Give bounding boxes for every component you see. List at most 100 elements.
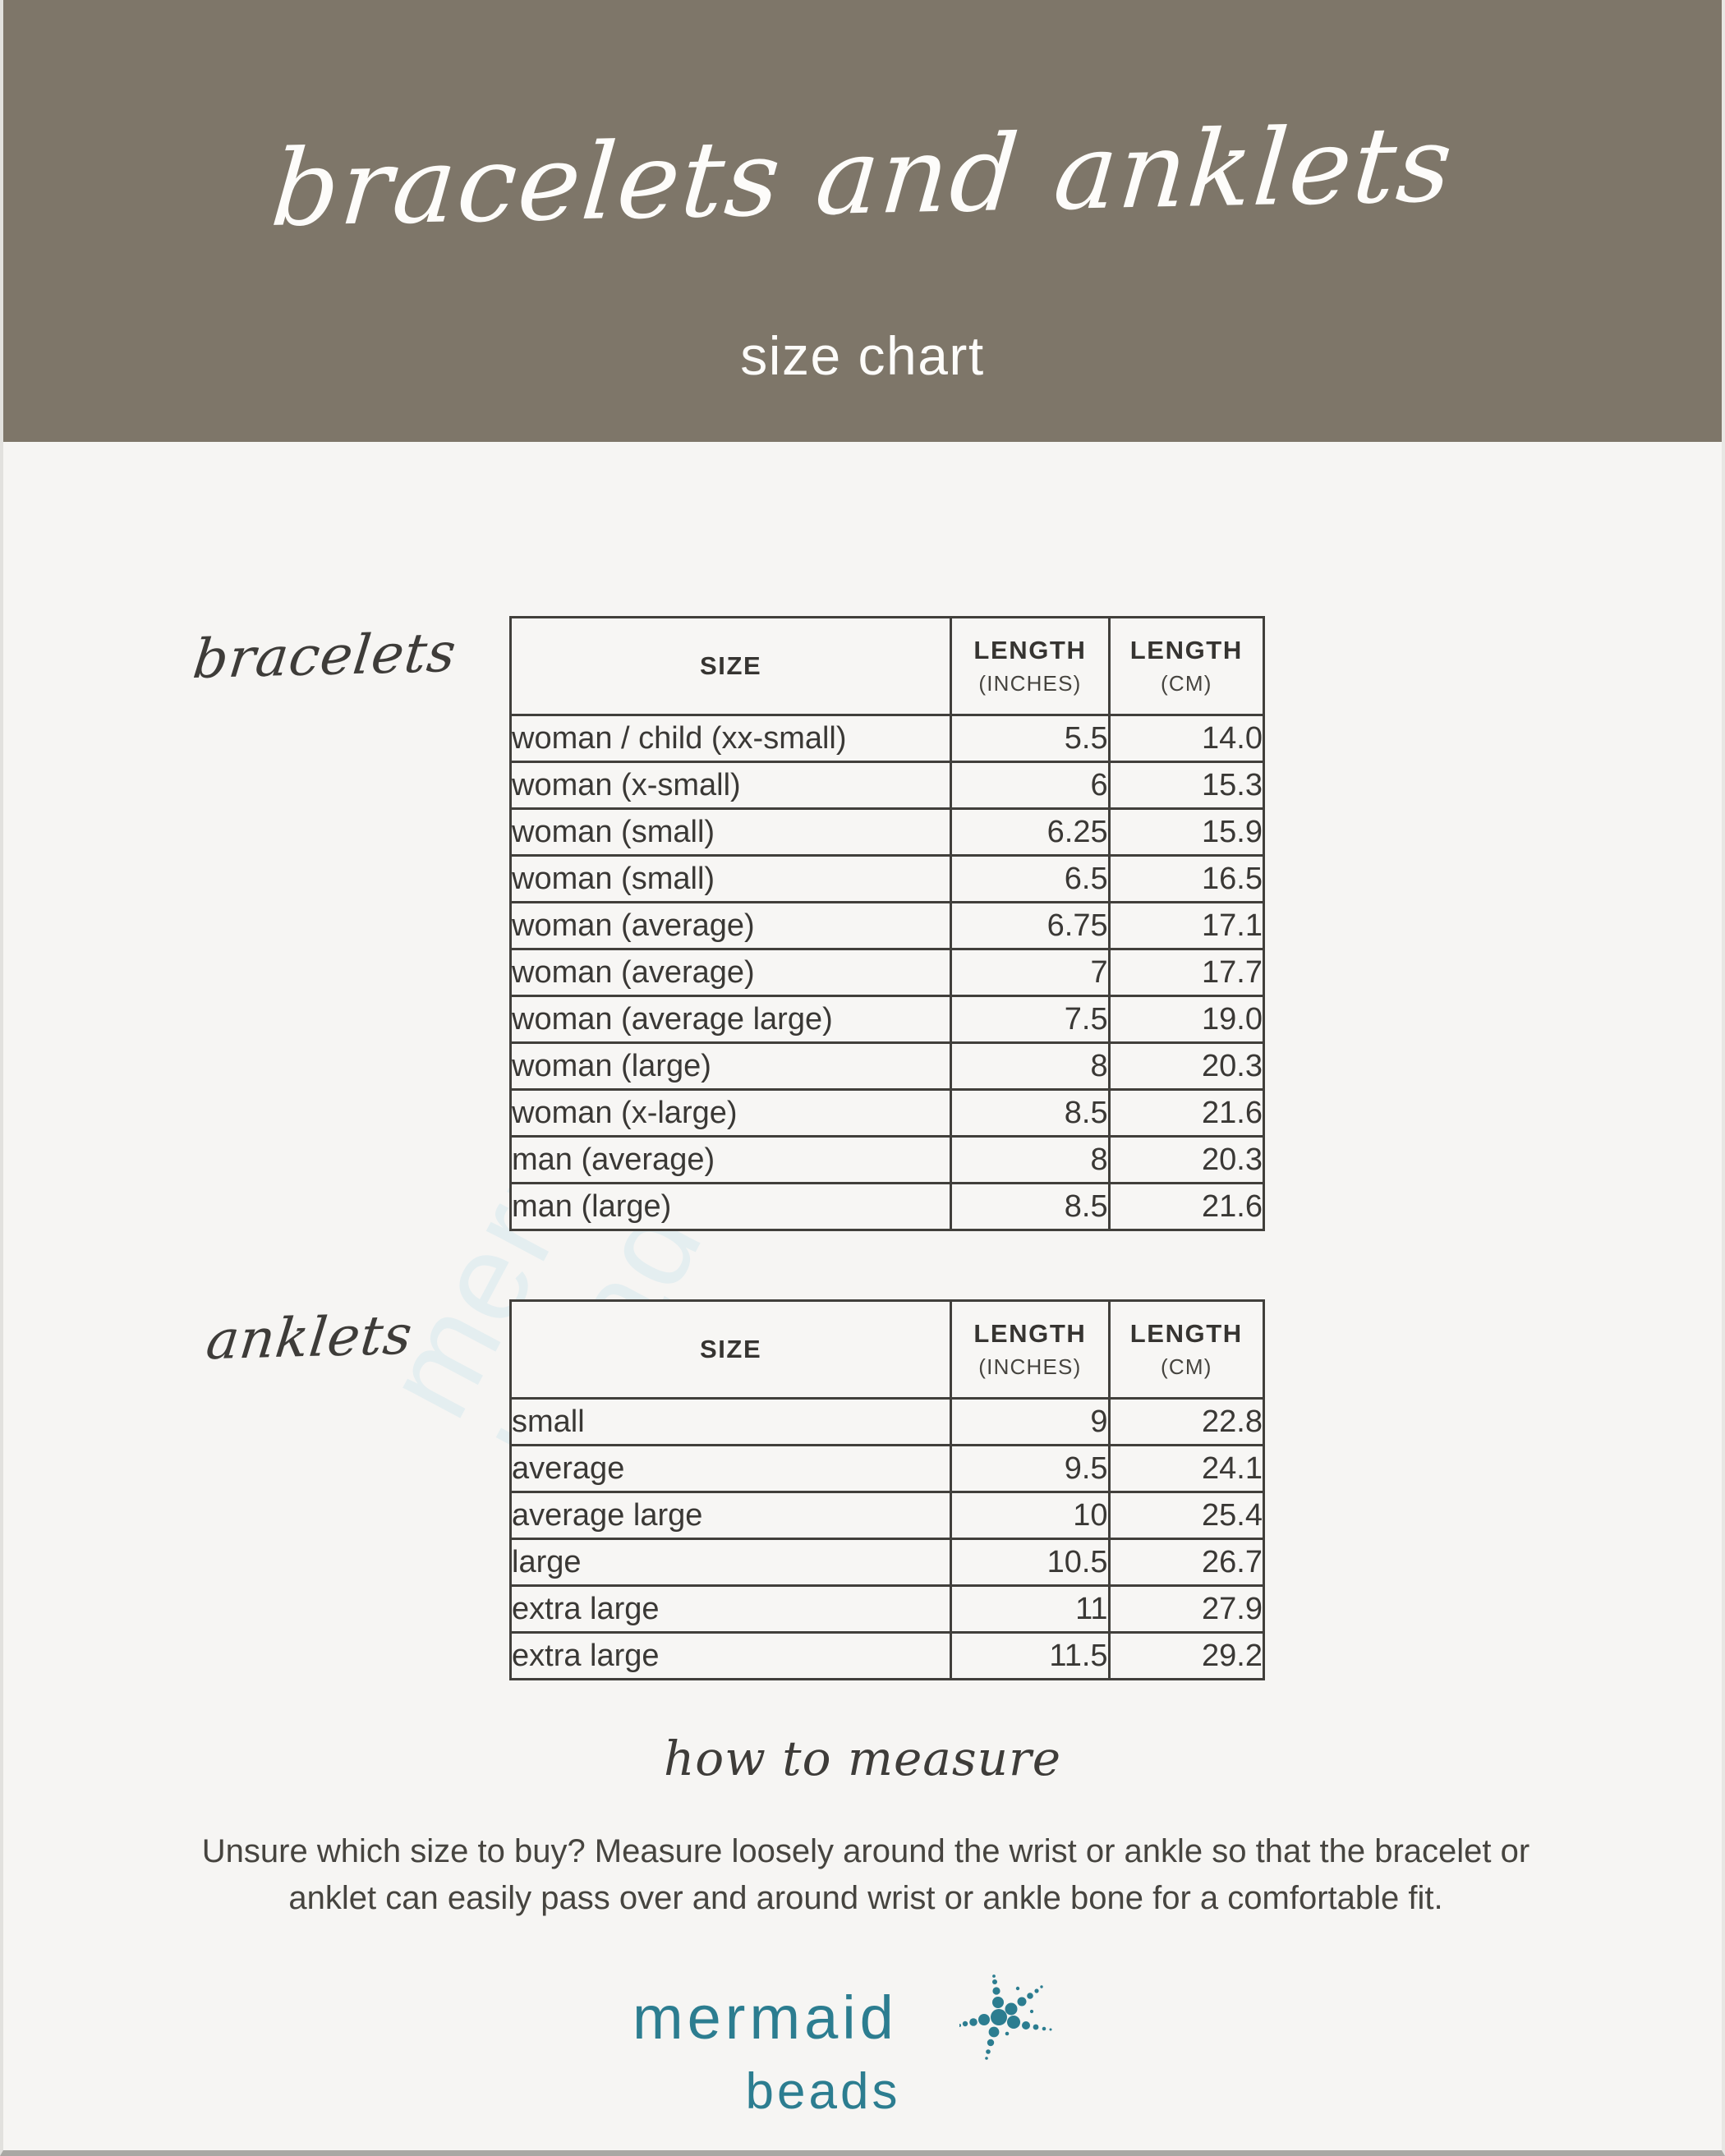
table-header: SIZE LENGTH (INCHES) LENGTH (CM): [508, 616, 1266, 716]
brand-logo: mermaid: [3, 1974, 1722, 2120]
cell-size: extra large: [508, 1631, 953, 1680]
cell-length-cm: 21.6: [1107, 1182, 1266, 1231]
cell-length-inches: 11: [950, 1584, 1111, 1634]
bracelets-size-table: SIZE LENGTH (INCHES) LENGTH (CM) woman /…: [508, 616, 1266, 1231]
table-row: woman (average large) 7.5 19.0: [508, 995, 1266, 1044]
column-header-length-inches: LENGTH (INCHES): [950, 616, 1111, 716]
table-row: man (large) 8.5 21.6: [508, 1182, 1266, 1231]
cell-length-cm: 24.1: [1107, 1444, 1266, 1493]
logo-text-beads: beads: [745, 2063, 901, 2120]
cell-size: woman (x-small): [508, 761, 953, 810]
table-row: man (average) 8 20.3: [508, 1135, 1266, 1184]
table-row: woman (average) 7 17.7: [508, 948, 1266, 997]
column-header-length-inches-label: LENGTH: [973, 636, 1087, 665]
page-header: bracelets and anklets size chart: [3, 0, 1722, 442]
section-label-bracelets: bracelets: [190, 620, 460, 692]
how-to-measure-text: Unsure which size to buy? Measure loosel…: [201, 1833, 1530, 1916]
column-header-size-label: SIZE: [699, 651, 762, 680]
column-header-length-inches: LENGTH (INCHES): [950, 1299, 1111, 1400]
table-header-row: SIZE LENGTH (INCHES) LENGTH (CM): [508, 616, 1266, 716]
cell-size: woman (average large): [508, 995, 953, 1044]
page-title: bracelets and anklets: [266, 103, 1459, 251]
cell-length-inches: 10: [950, 1491, 1111, 1540]
cell-length-inches: 9.5: [950, 1444, 1111, 1493]
cell-length-cm: 29.2: [1107, 1631, 1266, 1680]
column-header-length-cm-unit: (CM): [1161, 1354, 1212, 1379]
cell-length-cm: 22.8: [1107, 1397, 1266, 1446]
column-header-size-label: SIZE: [699, 1335, 762, 1363]
table-row: average 9.5 24.1: [508, 1444, 1266, 1493]
table-row: woman (x-small) 6 15.3: [508, 761, 1266, 810]
cell-length-cm: 19.0: [1107, 995, 1266, 1044]
cell-length-inches: 11.5: [950, 1631, 1111, 1680]
cell-size: average: [508, 1444, 953, 1493]
cell-size: woman (small): [508, 807, 953, 857]
cell-length-cm: 16.5: [1107, 854, 1266, 903]
cell-length-inches: 6: [950, 761, 1111, 810]
cell-size: large: [508, 1538, 953, 1587]
cell-length-inches: 7: [950, 948, 1111, 997]
cell-size: man (large): [508, 1182, 953, 1231]
table-row: large 10.5 26.7: [508, 1538, 1266, 1587]
cell-length-inches: 6.25: [950, 807, 1111, 857]
logo-text-mermaid: mermaid: [632, 1984, 898, 2052]
cell-length-cm: 26.7: [1107, 1538, 1266, 1587]
cell-length-cm: 17.7: [1107, 948, 1266, 997]
table-row: extra large 11 27.9: [508, 1584, 1266, 1634]
column-header-size: SIZE: [508, 616, 953, 716]
table-row: woman (x-large) 8.5 21.6: [508, 1088, 1266, 1138]
table-row: woman (average) 6.75 17.1: [508, 901, 1266, 950]
starfish-dots-icon: [958, 1974, 1058, 2065]
anklets-table-body: small 9 22.8 average 9.5 24.1 average large 10 2…: [508, 1397, 1266, 1680]
page-subtitle: size chart: [740, 325, 985, 386]
bracelets-table-body: woman / child (xx-small) 5.5 14.0 woman (x-…: [508, 714, 1266, 1231]
cell-size: woman (x-large): [508, 1088, 953, 1138]
table-row: small 9 22.8: [508, 1397, 1266, 1446]
column-header-length-inches-unit: (INCHES): [978, 670, 1082, 696]
cell-length-cm: 20.3: [1107, 1135, 1266, 1184]
cell-size: small: [508, 1397, 953, 1446]
column-header-length-inches-unit: (INCHES): [978, 1354, 1082, 1379]
table-header-row: SIZE LENGTH (INCHES) LENGTH (CM): [508, 1299, 1266, 1400]
cell-length-inches: 9: [950, 1397, 1111, 1446]
section-label-anklets: anklets: [203, 1303, 416, 1372]
cell-length-inches: 6.5: [950, 854, 1111, 903]
column-header-length-cm: LENGTH (CM): [1107, 616, 1266, 716]
table-row: extra large 11.5 29.2: [508, 1631, 1266, 1680]
column-header-length-inches-label: LENGTH: [973, 1319, 1087, 1349]
cell-size: woman (small): [508, 854, 953, 903]
column-header-length-cm: LENGTH (CM): [1107, 1299, 1266, 1400]
cell-length-inches: 7.5: [950, 995, 1111, 1044]
table-row: woman (large) 8 20.3: [508, 1041, 1266, 1091]
cell-length-inches: 6.75: [950, 901, 1111, 950]
cell-size: woman (average): [508, 948, 953, 997]
cell-size: average large: [508, 1491, 953, 1540]
cell-size: woman / child (xx-small): [508, 714, 953, 763]
cell-length-cm: 25.4: [1107, 1491, 1266, 1540]
cell-length-inches: 8.5: [950, 1182, 1111, 1231]
cell-length-cm: 21.6: [1107, 1088, 1266, 1138]
cell-length-inches: 8: [950, 1135, 1111, 1184]
how-to-measure-heading: how to measure: [663, 1731, 1062, 1786]
column-header-size: SIZE: [508, 1299, 953, 1400]
cell-length-inches: 8: [950, 1041, 1111, 1091]
table-row: woman (small) 6.5 16.5: [508, 854, 1266, 903]
cell-length-cm: 20.3: [1107, 1041, 1266, 1091]
logo-top-row: mermaid: [632, 1974, 1092, 2060]
table-header: SIZE LENGTH (INCHES) LENGTH (CM): [508, 1299, 1266, 1400]
cell-length-cm: 15.3: [1107, 761, 1266, 810]
cell-length-inches: 8.5: [950, 1088, 1111, 1138]
column-header-length-cm-unit: (CM): [1161, 670, 1212, 696]
column-header-length-cm-label: LENGTH: [1129, 636, 1243, 665]
anklets-size-table: SIZE LENGTH (INCHES) LENGTH (CM) small 9 2…: [508, 1299, 1266, 1680]
cell-length-cm: 27.9: [1107, 1584, 1266, 1634]
table-row: woman (small) 6.25 15.9: [508, 807, 1266, 857]
cell-size: man (average): [508, 1135, 953, 1184]
cell-length-cm: 14.0: [1107, 714, 1266, 763]
cell-length-inches: 10.5: [950, 1538, 1111, 1587]
cell-length-cm: 17.1: [1107, 901, 1266, 950]
cell-length-inches: 5.5: [950, 714, 1111, 763]
cell-size: extra large: [508, 1584, 953, 1634]
cell-length-cm: 15.9: [1107, 807, 1266, 857]
